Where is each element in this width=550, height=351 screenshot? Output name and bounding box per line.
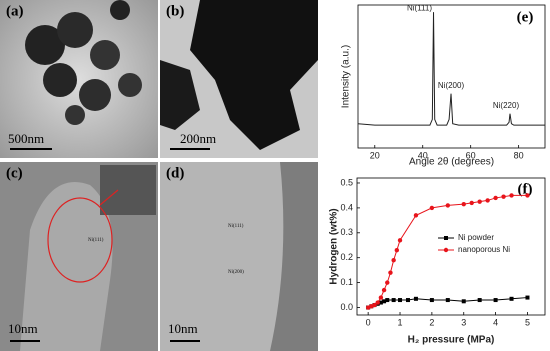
marker <box>382 299 387 304</box>
marker <box>385 298 390 303</box>
marker <box>375 300 380 305</box>
marker <box>525 295 530 300</box>
x-tick-label: 60 <box>466 150 476 160</box>
panel-label: (c) <box>6 165 23 181</box>
y-tick-label: 0.0 <box>340 302 353 312</box>
y-axis-label: Hydrogen (wt%) <box>329 208 340 284</box>
plot-frame <box>356 177 546 316</box>
marker <box>413 296 418 301</box>
marker <box>405 298 410 303</box>
marker <box>394 248 400 253</box>
scale-bar-label: 500nm <box>8 131 44 146</box>
marker <box>461 299 466 304</box>
marker <box>397 238 403 243</box>
scale-bar-label: 10nm <box>8 321 38 336</box>
marker <box>391 298 396 303</box>
marker <box>385 280 390 285</box>
annotation: Ni(111) <box>407 3 432 12</box>
marker <box>501 194 506 199</box>
x-tick-label: 3 <box>461 317 466 327</box>
scale-bar-label: 10nm <box>168 321 198 336</box>
annotation: Ni(200) <box>438 81 465 90</box>
marker <box>388 270 393 275</box>
line <box>367 194 528 308</box>
marker <box>477 298 482 303</box>
micrograph-d: Ni(111) Ni(200) (d) 10nm <box>160 162 318 351</box>
annotation: Ni(111) <box>88 238 104 243</box>
legend-marker <box>443 247 449 253</box>
x-tick-label: 5 <box>525 317 530 327</box>
marker <box>372 302 377 308</box>
plot-frame <box>357 4 546 149</box>
marker <box>381 287 387 293</box>
y-tick-label: 0.3 <box>340 227 353 237</box>
x-tick-label: 40 <box>418 150 428 160</box>
y-tick-label: 0.1 <box>340 277 353 287</box>
annotation: Ni(220) <box>493 101 520 110</box>
x-tick-label: 1 <box>398 317 403 327</box>
marker <box>485 198 490 203</box>
marker <box>429 298 434 303</box>
legend-label: Ni powder <box>458 233 494 242</box>
marker <box>493 195 498 201</box>
x-tick-label: 2 <box>429 317 434 327</box>
marker <box>461 201 466 207</box>
y-axis-label: Intensity (a.u.) <box>341 45 352 108</box>
marker <box>469 200 474 206</box>
marker <box>509 296 514 301</box>
marker <box>445 203 451 208</box>
x-tick-label: 4 <box>493 317 498 327</box>
y-tick-label: 0.2 <box>340 252 353 262</box>
panel-label: (f) <box>518 181 533 197</box>
panel-label: (e) <box>517 9 534 25</box>
marker <box>493 298 498 303</box>
marker <box>429 205 435 211</box>
scale-bar-label: 200nm <box>180 131 216 146</box>
legend-label: nanoporous Ni <box>458 245 510 254</box>
marker <box>398 298 403 303</box>
micrograph-c: Ni(111) (c) 10nm <box>0 162 158 351</box>
panel-label: (b) <box>166 3 184 19</box>
marker <box>378 300 383 305</box>
x-tick-label: 0 <box>366 317 371 327</box>
x-axis-label: Angle 2θ (degrees) <box>409 157 494 168</box>
marker <box>525 193 530 198</box>
marker <box>413 213 419 218</box>
y-tick-label: 0.4 <box>340 202 353 212</box>
panel-label: (a) <box>6 3 24 19</box>
marker <box>391 258 396 263</box>
annotation: Ni(200) <box>228 270 244 275</box>
legend-marker <box>444 236 448 240</box>
marker <box>445 298 450 303</box>
panel-label: (d) <box>166 165 184 181</box>
marker <box>477 199 482 204</box>
micrograph-b: (b) 200nm <box>160 0 318 158</box>
y-tick-label: 0.5 <box>340 177 353 187</box>
x-axis-label: H₂ pressure (MPa) <box>408 335 495 346</box>
annotation: Ni(111) <box>228 224 244 229</box>
marker <box>378 295 384 300</box>
micrograph-a: (a) 500nm <box>0 0 158 158</box>
x-tick-label: 80 <box>514 150 524 160</box>
marker <box>509 193 514 198</box>
line <box>357 12 545 126</box>
x-tick-label: 20 <box>370 150 380 160</box>
